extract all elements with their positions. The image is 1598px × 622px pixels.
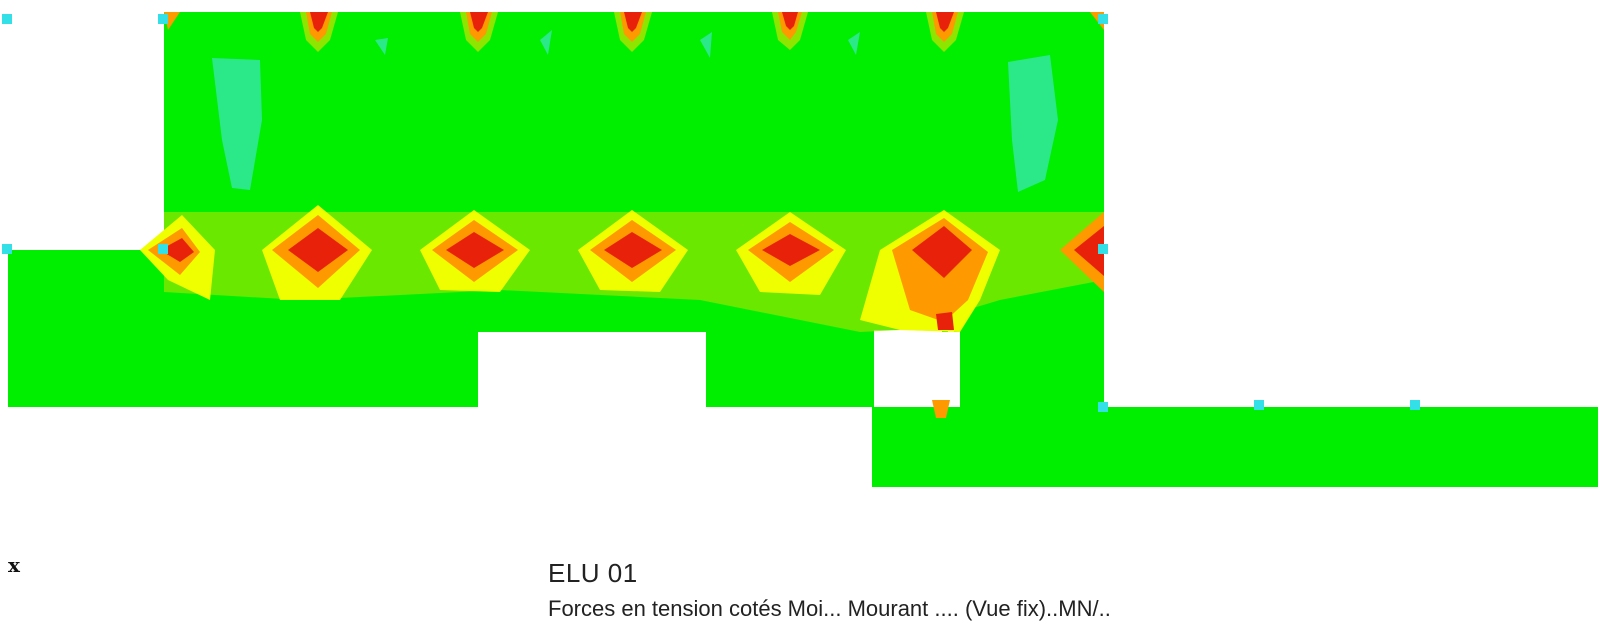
plate-right-upper [960, 320, 1104, 410]
mid-hotspot [420, 210, 530, 292]
support-marker [158, 244, 168, 254]
mid-hotspot [1060, 212, 1104, 292]
load-case-label: ELU 01 [548, 558, 638, 588]
support-marker [1098, 244, 1108, 254]
mid-hotspot [860, 210, 1000, 332]
low-zone-right [1008, 55, 1058, 192]
low-zone-c [700, 32, 712, 58]
low-zone-d [848, 32, 860, 55]
low-stress-zones [212, 30, 1058, 192]
support-marker [1410, 400, 1420, 410]
support-marker [1098, 402, 1108, 412]
opening-hotspots [932, 312, 954, 418]
top-hotspot [300, 12, 338, 52]
mid-hotspot [736, 212, 846, 295]
plate-right-lower [872, 407, 1598, 487]
top-hotspot [460, 12, 498, 52]
plate-center-block [706, 320, 876, 407]
support-markers [2, 14, 1420, 412]
support-marker [1098, 14, 1108, 24]
mid-hotspot [578, 210, 688, 292]
support-marker [158, 14, 168, 24]
low-zone-a [375, 38, 388, 55]
top-hotspot [614, 12, 652, 52]
support-marker [2, 244, 12, 254]
support-marker [2, 14, 12, 24]
support-marker [1254, 400, 1264, 410]
opening [874, 330, 942, 407]
mid-hotspots [140, 205, 1104, 332]
top-hotspot [772, 12, 808, 50]
thin-wall [948, 330, 954, 407]
low-zone-b [540, 30, 552, 55]
top-hotspot [926, 12, 964, 52]
mid-hotspot [262, 205, 372, 300]
mid-hotspot [140, 215, 215, 300]
low-zone-left [212, 58, 262, 190]
axis-x-label: x [8, 553, 20, 577]
plot-caption: Forces en tension cotés Moi... Mourant .… [548, 596, 1111, 621]
